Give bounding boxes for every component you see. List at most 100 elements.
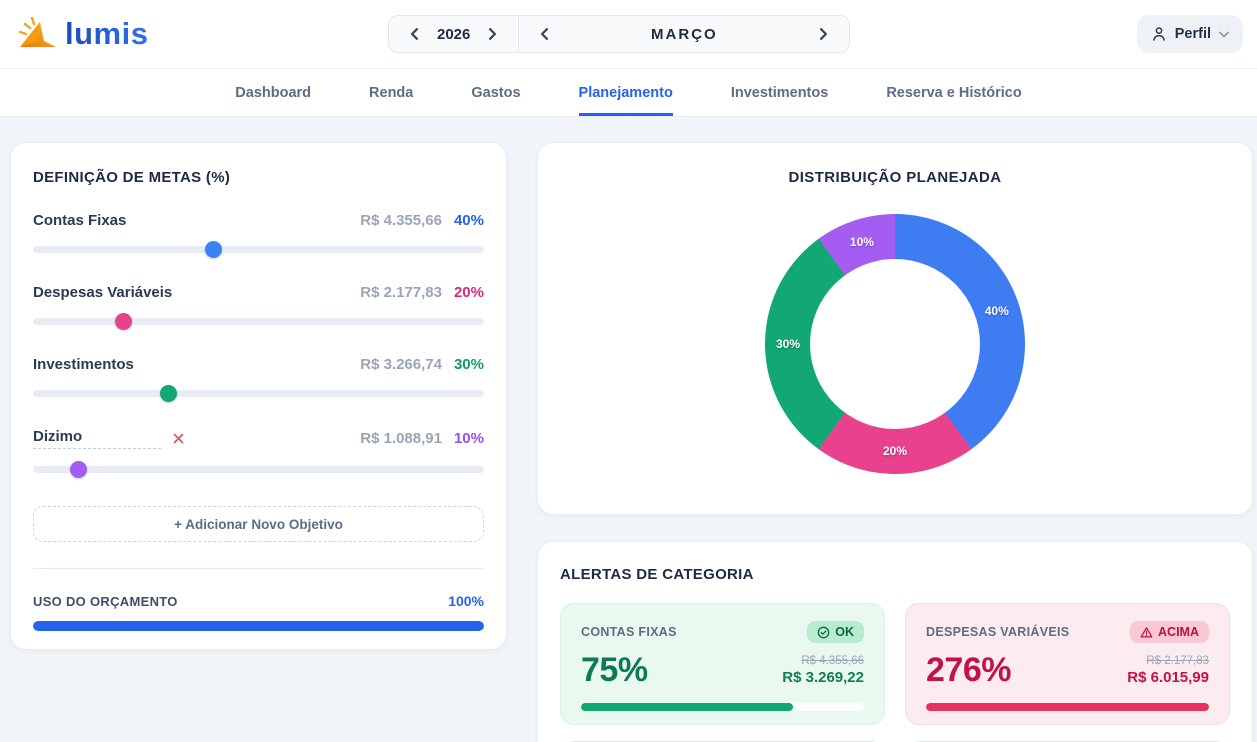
usage-label: USO DO ORÇAMENTO xyxy=(33,593,178,609)
goal-label: Investimentos xyxy=(33,356,134,373)
tab-label: Dashboard xyxy=(235,84,312,101)
chevron-right-icon xyxy=(820,28,828,40)
month-value: MARÇO xyxy=(651,25,718,43)
add-goal-button[interactable]: + Adicionar Novo Objetivo xyxy=(33,506,484,542)
logo: lumis xyxy=(16,14,148,54)
alert-progress-bar xyxy=(926,703,1209,711)
distribution-card: DISTRIBUIÇÃO PLANEJADA 40% 20% 30% 10% xyxy=(537,142,1253,515)
budget-value: R$ 2.177,83 xyxy=(1146,655,1209,667)
tab-gastos[interactable]: Gastos xyxy=(471,69,520,116)
distribution-title: DISTRIBUIÇÃO PLANEJADA xyxy=(788,169,1002,186)
tab-bar: Dashboard Renda Gastos Planejamento Investim… xyxy=(0,68,1257,117)
tab-investimentos[interactable]: Investimentos xyxy=(731,69,829,116)
slice-label: 10% xyxy=(849,235,874,250)
goals-card: DEFINIÇÃO DE METAS (%) Contas Fixas R$ 4… xyxy=(10,142,507,650)
goal-value: R$ 1.088,91 xyxy=(360,430,442,447)
alerts-grid: CONTAS FIXAS OK 75% R$ 4.355,66 R$ 3.269… xyxy=(560,603,1230,742)
goal-value: R$ 3.266,74 xyxy=(360,356,442,373)
slider-track[interactable] xyxy=(33,246,484,253)
goal-slider[interactable] xyxy=(33,385,484,402)
main-content: DEFINIÇÃO DE METAS (%) Contas Fixas R$ 4… xyxy=(0,117,1257,742)
alert-tile: CONTAS FIXAS OK 75% R$ 4.355,66 R$ 3.269… xyxy=(560,603,885,725)
chevron-left-icon xyxy=(541,28,549,40)
tab-planejamento[interactable]: Planejamento xyxy=(578,69,673,116)
goal-percent: 30% xyxy=(453,356,484,373)
brand-name: lumis xyxy=(65,16,149,51)
goal-value: R$ 2.177,83 xyxy=(360,284,442,301)
goals-title: DEFINIÇÃO DE METAS (%) xyxy=(33,169,231,186)
goal-label: Despesas Variáveis xyxy=(33,284,173,301)
month-selector: MARÇO xyxy=(519,16,849,52)
tab-label: Investimentos xyxy=(730,84,829,101)
month-prev-button[interactable] xyxy=(537,26,552,42)
goals-list: Contas Fixas R$ 4.355,66 40% Despesas Va… xyxy=(33,212,484,478)
budget-value: R$ 4.355,66 xyxy=(801,655,864,667)
alert-category-label: CONTAS FIXAS xyxy=(581,625,677,639)
tab-label: Gastos xyxy=(471,84,521,101)
tab-renda[interactable]: Renda xyxy=(369,69,413,116)
slider-thumb[interactable] xyxy=(70,461,88,478)
tab-label: Planejamento xyxy=(578,84,673,101)
period-selector: 2026 MARÇO xyxy=(388,15,851,53)
usage-progress-fill xyxy=(33,621,484,631)
alert-progress-fill xyxy=(581,703,794,711)
slider-track[interactable] xyxy=(33,466,484,473)
year-next-button[interactable] xyxy=(485,26,500,42)
slider-track[interactable] xyxy=(33,318,484,325)
goal-label: Contas Fixas xyxy=(33,212,127,229)
status-text: ACIMA xyxy=(1158,625,1199,639)
year-value: 2026 xyxy=(437,25,471,43)
tab-label: Reserva e Histórico xyxy=(886,84,1022,101)
alert-category-label: DESPESAS VARIÁVEIS xyxy=(926,625,1070,639)
right-column: DISTRIBUIÇÃO PLANEJADA 40% 20% 30% 10% ALER… xyxy=(537,142,1253,742)
goal-percent: 40% xyxy=(453,212,484,229)
goal-percent: 10% xyxy=(453,430,484,447)
profile-button[interactable]: Perfil xyxy=(1136,15,1243,53)
year-selector: 2026 xyxy=(389,16,520,52)
tab-label: Renda xyxy=(369,84,414,101)
status-badge: OK xyxy=(807,621,864,643)
slice-label: 20% xyxy=(882,444,908,458)
alert-percent: 276% xyxy=(926,651,1011,689)
status-text: OK xyxy=(835,625,854,639)
usage-percent: 100% xyxy=(448,593,484,609)
slice-label: 30% xyxy=(775,337,801,351)
goal-slider[interactable] xyxy=(33,461,484,478)
goal-value: R$ 4.355,66 xyxy=(360,212,442,229)
year-prev-button[interactable] xyxy=(407,26,422,42)
chevron-right-icon xyxy=(489,28,497,40)
month-next-button[interactable] xyxy=(816,26,831,42)
check-circle-icon xyxy=(817,626,830,638)
slider-track[interactable] xyxy=(33,390,484,397)
donut-chart: 40% 20% 30% 10% xyxy=(765,214,1025,474)
warning-triangle-icon xyxy=(1140,626,1153,637)
chevron-down-icon xyxy=(1219,31,1229,37)
slider-thumb[interactable] xyxy=(160,385,178,402)
slider-thumb[interactable] xyxy=(205,241,223,258)
tab-reserva-e-historico[interactable]: Reserva e Histórico xyxy=(886,69,1021,116)
slice-label: 40% xyxy=(984,303,1009,318)
person-icon xyxy=(1152,27,1165,41)
alert-tile: DESPESAS VARIÁVEIS ACIMA 276% R$ 2.177,8… xyxy=(905,603,1230,725)
slider-thumb[interactable] xyxy=(115,313,133,330)
alert-progress-fill xyxy=(926,703,1209,711)
goal-row: Contas Fixas R$ 4.355,66 40% xyxy=(33,212,484,258)
usage-progress-bar xyxy=(33,621,484,631)
goal-row: Dizimo R$ 1.088,91 10% xyxy=(33,428,484,478)
remove-goal-button[interactable] xyxy=(173,433,184,444)
actual-value: R$ 3.269,22 xyxy=(782,669,864,686)
close-icon xyxy=(173,433,184,444)
goal-row: Investimentos R$ 3.266,74 30% xyxy=(33,356,484,402)
goal-row: Despesas Variáveis R$ 2.177,83 20% xyxy=(33,284,484,330)
profile-label: Perfil xyxy=(1174,26,1211,42)
goal-percent: 20% xyxy=(453,284,484,301)
goal-name-input[interactable]: Dizimo xyxy=(33,428,161,449)
chevron-left-icon xyxy=(411,28,418,40)
actual-value: R$ 6.015,99 xyxy=(1127,669,1209,686)
goal-slider[interactable] xyxy=(33,313,484,330)
tab-dashboard[interactable]: Dashboard xyxy=(235,69,311,116)
alert-percent: 75% xyxy=(581,651,648,689)
lumis-sun-icon xyxy=(18,16,56,47)
usage-header: USO DO ORÇAMENTO 100% xyxy=(33,593,484,609)
goal-slider[interactable] xyxy=(33,241,484,258)
